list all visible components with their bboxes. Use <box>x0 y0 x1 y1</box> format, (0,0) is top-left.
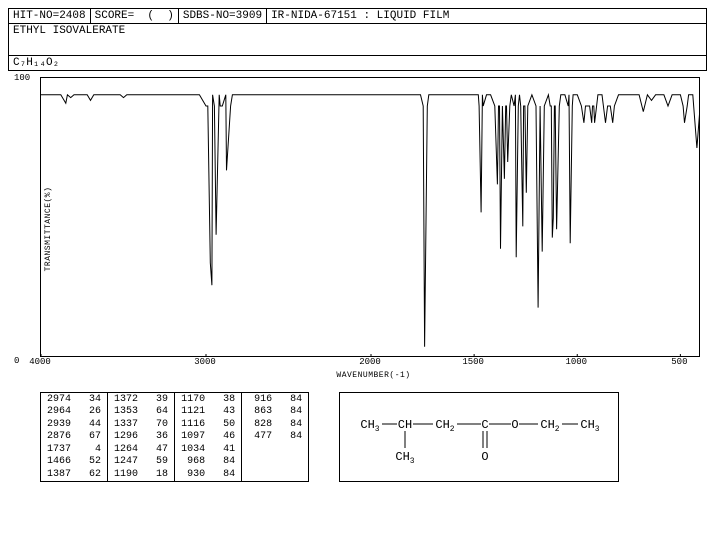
peak-wn: 1466 <box>41 456 78 469</box>
peak-t: 84 <box>278 418 309 431</box>
x-tick: 500 <box>671 357 687 367</box>
peak-wn: 1264 <box>108 443 145 456</box>
peak-wn: 1247 <box>108 456 145 469</box>
svg-text:C: C <box>482 418 489 432</box>
hit-no: HIT-NO=2408 <box>9 9 91 23</box>
score: SCORE= ( ) <box>91 9 179 23</box>
peak-wn: 1353 <box>108 406 145 419</box>
peak-wn: 863 <box>242 406 279 419</box>
peak-t: 84 <box>278 406 309 419</box>
compound-name: ETHYL ISOVALERATE <box>9 24 706 55</box>
y-tick-100: 100 <box>14 73 30 83</box>
molecular-formula: C₇H₁₄O₂ <box>9 56 706 70</box>
peak-t: 50 <box>211 418 242 431</box>
peak-t <box>278 443 309 456</box>
peak-t: 39 <box>144 393 175 406</box>
peak-t <box>278 456 309 469</box>
peak-wn <box>242 456 279 469</box>
x-tick: 4000 <box>29 357 51 367</box>
x-tick: 1000 <box>565 357 587 367</box>
peak-t: 26 <box>77 406 108 419</box>
peak-wn: 916 <box>242 393 279 406</box>
sample-info: IR-NIDA-67151 : LIQUID FILM <box>267 9 706 23</box>
peak-t: 41 <box>211 443 242 456</box>
y-axis-label: TRANSMITTANCE(%) <box>44 186 53 271</box>
peak-t: 64 <box>144 406 175 419</box>
header-block: HIT-NO=2408 SCORE= ( ) SDBS-NO=3909 IR-N… <box>8 8 707 71</box>
peak-t: 36 <box>144 431 175 444</box>
peak-wn <box>242 443 279 456</box>
x-tick: 3000 <box>194 357 216 367</box>
peak-wn: 2939 <box>41 418 78 431</box>
peak-t: 84 <box>278 393 309 406</box>
peak-t: 43 <box>211 406 242 419</box>
peak-t: 52 <box>77 456 108 469</box>
spectrum-svg <box>40 77 700 357</box>
peak-wn: 1116 <box>175 418 212 431</box>
peak-wn: 1296 <box>108 431 145 444</box>
peak-t: 70 <box>144 418 175 431</box>
sdbs-no: SDBS-NO=3909 <box>179 9 267 23</box>
peak-t <box>278 468 309 481</box>
svg-text:CH2: CH2 <box>541 418 560 434</box>
peak-t: 38 <box>211 393 242 406</box>
peak-wn: 1170 <box>175 393 212 406</box>
peak-wn: 1387 <box>41 468 78 481</box>
structure-box: CH3 CH CH2 C O CH2 CH3 CH3 O <box>339 392 619 482</box>
y-tick-0: 0 <box>14 356 19 366</box>
peak-wn: 1337 <box>108 418 145 431</box>
spectrum-chart: TRANSMITTANCE(%) 100 0 40003000200015001… <box>8 77 707 380</box>
peak-t: 18 <box>144 468 175 481</box>
peak-wn: 2974 <box>41 393 78 406</box>
peak-wn <box>242 468 279 481</box>
bottom-panel: 2974 341372 391170 38 916 842964 261353 … <box>40 392 707 482</box>
peak-t: 84 <box>211 456 242 469</box>
x-ticks: 40003000200015001000500 <box>40 357 700 369</box>
x-axis-label: WAVENUMBER(-1) <box>40 371 707 380</box>
peak-wn: 1737 <box>41 443 78 456</box>
svg-text:CH2: CH2 <box>436 418 455 434</box>
peak-wn: 1372 <box>108 393 145 406</box>
peak-wn: 930 <box>175 468 212 481</box>
peak-wn: 1097 <box>175 431 212 444</box>
structure-svg: CH3 CH CH2 C O CH2 CH3 CH3 O <box>340 393 620 483</box>
peak-wn: 1190 <box>108 468 145 481</box>
svg-text:CH3: CH3 <box>361 418 380 434</box>
svg-text:O: O <box>482 450 489 464</box>
peak-t: 67 <box>77 431 108 444</box>
x-tick: 1500 <box>462 357 484 367</box>
x-tick: 2000 <box>359 357 381 367</box>
peak-wn: 2964 <box>41 406 78 419</box>
peak-t: 4 <box>77 443 108 456</box>
peak-t: 84 <box>278 431 309 444</box>
peak-t: 46 <box>211 431 242 444</box>
peak-wn: 968 <box>175 456 212 469</box>
peak-table: 2974 341372 391170 38 916 842964 261353 … <box>40 392 309 482</box>
peak-t: 34 <box>77 393 108 406</box>
peak-t: 47 <box>144 443 175 456</box>
peak-t: 44 <box>77 418 108 431</box>
svg-text:CH3: CH3 <box>581 418 600 434</box>
peak-wn: 2876 <box>41 431 78 444</box>
peak-wn: 477 <box>242 431 279 444</box>
peak-t: 62 <box>77 468 108 481</box>
peak-wn: 828 <box>242 418 279 431</box>
svg-text:CH3: CH3 <box>396 450 415 466</box>
peak-t: 59 <box>144 456 175 469</box>
peak-wn: 1034 <box>175 443 212 456</box>
svg-text:O: O <box>512 418 519 432</box>
svg-text:CH: CH <box>398 418 412 432</box>
peak-t: 84 <box>211 468 242 481</box>
peak-wn: 1121 <box>175 406 212 419</box>
